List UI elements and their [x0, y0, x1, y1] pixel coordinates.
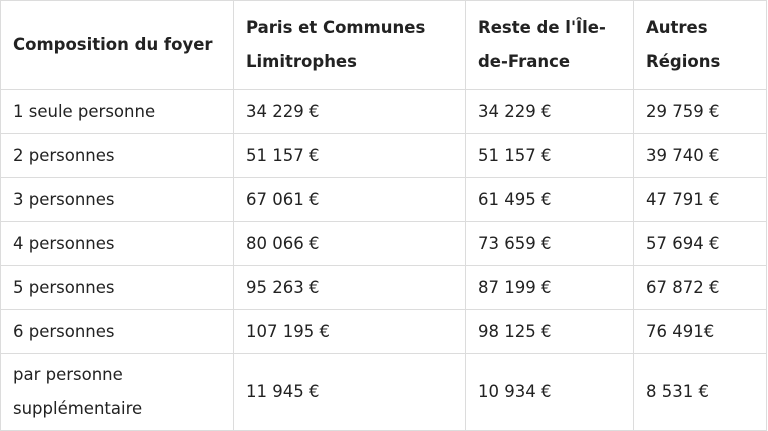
table-row: 1 seule personne 34 229 € 34 229 € 29 75… [0, 89, 767, 134]
household-cell: 1 seule personne [0, 89, 234, 134]
household-cell: 3 personnes [0, 177, 234, 222]
table-row: 2 personnes 51 157 € 51 157 € 39 740 € [0, 133, 767, 178]
table-row: 4 personnes 80 066 € 73 659 € 57 694 € [0, 221, 767, 266]
household-cell: par personne supplémentaire [0, 353, 234, 431]
table-body: 1 seule personne 34 229 € 34 229 € 29 75… [0, 89, 767, 431]
idf-value-cell: 51 157 € [465, 133, 634, 178]
paris-value-cell: 51 157 € [233, 133, 466, 178]
paris-value-cell: 107 195 € [233, 309, 466, 354]
regions-value-cell: 39 740 € [633, 133, 767, 178]
paris-value-cell: 34 229 € [233, 89, 466, 134]
household-cell: 5 personnes [0, 265, 234, 310]
idf-value-cell: 61 495 € [465, 177, 634, 222]
paris-value-cell: 95 263 € [233, 265, 466, 310]
regions-value-cell: 67 872 € [633, 265, 767, 310]
paris-value-cell: 80 066 € [233, 221, 466, 266]
header-household-composition: Composition du foyer [0, 0, 234, 90]
paris-value-cell: 67 061 € [233, 177, 466, 222]
regions-value-cell: 57 694 € [633, 221, 767, 266]
idf-value-cell: 73 659 € [465, 221, 634, 266]
household-cell: 4 personnes [0, 221, 234, 266]
regions-value-cell: 29 759 € [633, 89, 767, 134]
table-row: 6 personnes 107 195 € 98 125 € 76 491€ [0, 309, 767, 354]
paris-value-cell: 11 945 € [233, 353, 466, 431]
idf-value-cell: 98 125 € [465, 309, 634, 354]
idf-value-cell: 10 934 € [465, 353, 634, 431]
table-header: Composition du foyer Paris et Communes L… [0, 0, 767, 90]
table-row: 5 personnes 95 263 € 87 199 € 67 872 € [0, 265, 767, 310]
header-row: Composition du foyer Paris et Communes L… [0, 0, 767, 90]
table-row: par personne supplémentaire 11 945 € 10 … [0, 353, 767, 431]
header-paris-and-adjacent: Paris et Communes Limitrophes [233, 0, 466, 90]
household-cell: 2 personnes [0, 133, 234, 178]
regions-value-cell: 76 491€ [633, 309, 767, 354]
idf-value-cell: 34 229 € [465, 89, 634, 134]
header-other-regions: Autres Régions [633, 0, 767, 90]
idf-value-cell: 87 199 € [465, 265, 634, 310]
regions-value-cell: 47 791 € [633, 177, 767, 222]
header-rest-of-ile-de-france: Reste de l'Île-de-France [465, 0, 634, 90]
table-row: 3 personnes 67 061 € 61 495 € 47 791 € [0, 177, 767, 222]
household-cell: 6 personnes [0, 309, 234, 354]
regions-value-cell: 8 531 € [633, 353, 767, 431]
